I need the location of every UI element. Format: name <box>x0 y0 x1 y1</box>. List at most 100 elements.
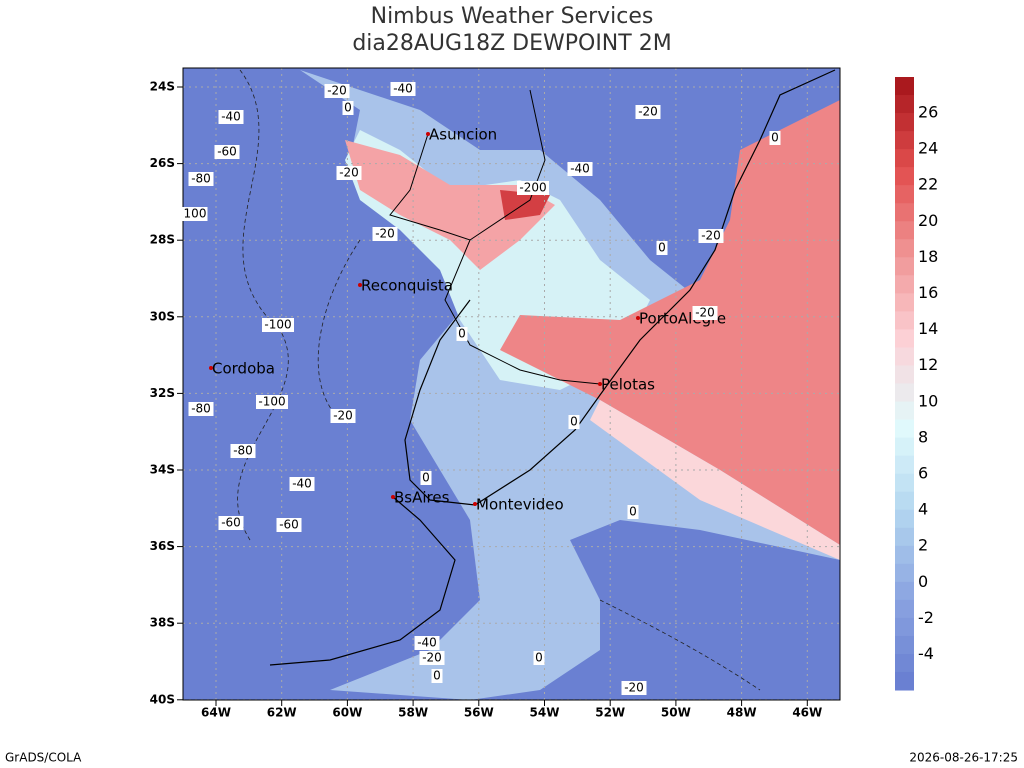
contour-label: 0 <box>629 505 637 519</box>
colorbar-label: 10 <box>918 391 938 410</box>
contour-label-box <box>182 207 208 221</box>
contour-label-box <box>627 505 639 519</box>
lon-label: 64W <box>201 706 231 720</box>
colorbar-band <box>895 599 914 619</box>
hot-spot <box>500 190 550 220</box>
contour-label: -20 <box>339 166 359 180</box>
contour-label-box <box>419 651 445 665</box>
contour-label: -40 <box>221 110 241 124</box>
lon-label: 62W <box>267 706 297 720</box>
city-dot <box>636 316 640 320</box>
contour-label: -80 <box>191 402 211 416</box>
lon-label: 48W <box>727 706 757 720</box>
colorbar-band <box>895 275 914 294</box>
contour-label: -20 <box>701 229 721 243</box>
colorbar-band <box>895 185 914 204</box>
colorbar-band <box>895 311 914 330</box>
colorbar-band <box>895 491 914 511</box>
colorbar-band <box>895 347 914 366</box>
lat-label: 36S <box>150 539 175 553</box>
colorbar-band <box>895 419 914 439</box>
lat-label: 34S <box>150 463 175 477</box>
contour-label-box <box>698 229 724 243</box>
colorbar-band <box>895 383 914 403</box>
contour-label: -60 <box>221 516 241 530</box>
contour-label: -80 <box>191 172 211 186</box>
city-label: Cordoba <box>212 360 275 378</box>
colorbar-band <box>895 95 914 114</box>
contour-label-box <box>769 131 781 145</box>
lat-label: 40S <box>150 692 175 706</box>
colorbar-band <box>895 329 914 348</box>
contour-label-box <box>214 145 240 159</box>
contour-label: -80 <box>233 444 253 458</box>
contour-label: -100 <box>258 395 285 409</box>
contour-label-box <box>342 101 354 115</box>
colorbar-band <box>895 473 914 493</box>
colorbar-band <box>895 239 914 258</box>
colorbar-band <box>895 221 914 240</box>
colorbar-band <box>895 77 914 96</box>
contour-label-box <box>390 82 416 96</box>
contour-label: -40 <box>292 477 312 491</box>
contour-label-box <box>230 444 256 458</box>
subtitle: dia28AUG18Z DEWPOINT 2M <box>352 31 671 56</box>
colorbar-label: 24 <box>918 139 938 158</box>
colorbar-band <box>895 671 914 691</box>
contour-label: 0 <box>344 101 352 115</box>
contour-label: -200 <box>519 181 546 195</box>
lon-label: 46W <box>792 706 822 720</box>
colorbar-band <box>895 455 914 475</box>
colorbar-band <box>895 563 914 583</box>
colorbar-band <box>895 131 914 150</box>
contour-label-box <box>256 395 288 409</box>
contour-label-box <box>262 318 294 332</box>
colorbar-band <box>895 113 914 132</box>
contour-label: -20 <box>333 409 353 423</box>
contour-label-box <box>276 518 302 532</box>
plot-frame <box>182 67 841 701</box>
contour-label: -40 <box>570 162 590 176</box>
colorbar-label: 12 <box>918 355 938 374</box>
contour-label-box <box>218 516 244 530</box>
contour-label: 0 <box>422 471 430 485</box>
lat-label: 38S <box>150 616 175 630</box>
contour-label-box <box>414 636 440 650</box>
colorbar-band <box>895 635 914 655</box>
borders <box>389 89 601 385</box>
map <box>183 68 840 700</box>
contour-label-box <box>372 227 398 241</box>
colorbar-label: 26 <box>918 103 938 122</box>
contour-label: -100 <box>264 318 291 332</box>
contour-label-box <box>218 110 244 124</box>
contour-label-box <box>568 415 580 429</box>
contour-label-box <box>621 681 647 695</box>
contour-label-box <box>336 166 362 180</box>
lon-label: 54W <box>530 706 560 720</box>
contour-label-box <box>431 669 443 683</box>
labels: 24S 26S 28S 30S 32S 34S 36S 38S 40S 64W 62W 60W 58W 5… <box>150 80 823 720</box>
lon-label: 56W <box>464 706 494 720</box>
colorbar-band <box>895 203 914 222</box>
city-dot <box>426 132 430 136</box>
colorbar-band <box>895 257 914 276</box>
city-dot <box>209 366 213 370</box>
colorbar-label: 14 <box>918 319 938 338</box>
colorbar-label: 16 <box>918 283 938 302</box>
contour-label: -20 <box>695 306 715 320</box>
colorbar-band <box>895 545 914 565</box>
colorbar-band <box>895 581 914 601</box>
contour-label-box <box>635 105 661 119</box>
colorbar-label: 2 <box>918 536 928 555</box>
warm-edge <box>590 400 840 560</box>
colorbar-label: 4 <box>918 500 928 519</box>
city-label: Pelotas <box>601 376 655 394</box>
warm-region <box>345 140 555 270</box>
contour-label-box <box>289 477 315 491</box>
colorbar-label: 6 <box>918 464 928 483</box>
contour-label-box <box>567 162 593 176</box>
contour-label-box <box>330 409 356 423</box>
contour-label: -20 <box>624 681 644 695</box>
contour-label: 0 <box>433 669 441 683</box>
